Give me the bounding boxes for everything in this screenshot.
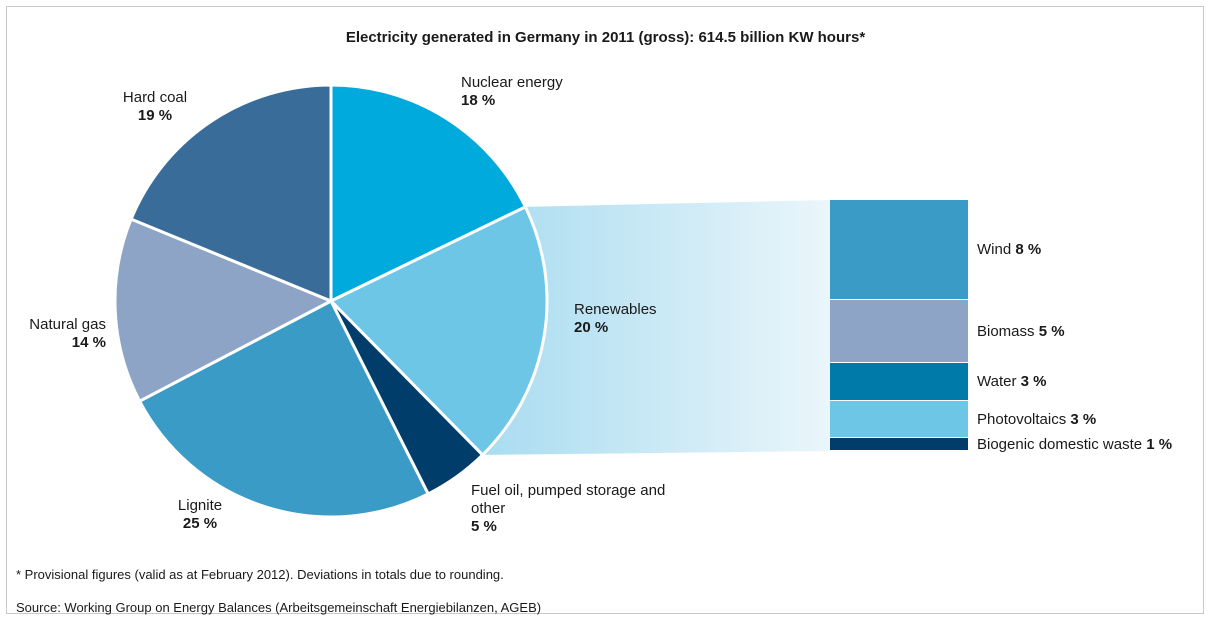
segment-name: Water [977, 372, 1021, 390]
source-note: Source: Working Group on Energy Balances… [16, 600, 542, 615]
slice-name: Hard coal [122, 89, 188, 106]
footnote: * Provisional figures (valid as at Febru… [16, 567, 504, 582]
segment-name: Biogenic domestic waste [977, 435, 1147, 453]
slice-label-natural-gas: Natural gas 14 % [6, 316, 106, 352]
slice-label-nuclear: Nuclear energy 18 % [461, 74, 563, 110]
segment-name: Photovoltaics [977, 410, 1071, 428]
segment-name: Biomass [977, 322, 1039, 340]
breakdown-label-photovoltaics: Photovoltaics 3 % [977, 411, 1096, 429]
slice-name: Fuel oil, pumped storage and other [471, 482, 666, 517]
slice-name: Natural gas [29, 316, 106, 333]
slice-name: Renewables [574, 301, 657, 318]
slice-label-renewables: Renewables 20 % [574, 301, 657, 337]
segment-name: Wind [977, 241, 1016, 259]
segment-percent: 5 % [1038, 322, 1065, 340]
slice-name: Lignite [177, 497, 223, 514]
breakdown-segment-biogenic-waste [830, 438, 968, 450]
pie-slice-natural-gas [113, 217, 335, 404]
slice-label-hard-coal: Hard coal 19 % [110, 89, 200, 125]
segment-percent: 3 % [1020, 372, 1047, 390]
chart-frame [6, 6, 1204, 614]
chart-title: Electricity generated in Germany in 2011… [345, 29, 866, 46]
segment-percent: 3 % [1070, 410, 1097, 428]
slice-percent: 25 % [182, 515, 218, 532]
slice-percent: 19 % [137, 107, 173, 124]
breakdown-label-biomass: Biomass 5 % [977, 323, 1065, 341]
breakdown-segment-wind [830, 200, 968, 300]
slice-percent: 14 % [71, 334, 106, 351]
breakdown-label-biogenic-waste: Biogenic domestic waste 1 % [977, 436, 1172, 454]
pie-slice-renewables [328, 204, 549, 458]
breakdown-label-wind: Wind 8 % [977, 241, 1041, 259]
pie-slice-nuclear [329, 83, 528, 304]
breakdown-segment-photovoltaics [830, 400, 968, 438]
slice-name: Nuclear energy [461, 74, 563, 91]
pie-slice-lignite [137, 298, 431, 519]
slice-percent: 18 % [461, 92, 496, 109]
breakdown-label-water: Water 3 % [977, 373, 1046, 391]
slice-label-lignite: Lignite 25 % [170, 497, 230, 533]
slice-percent: 20 % [574, 319, 609, 336]
renewables-connector [482, 200, 830, 455]
breakdown-segment-water [830, 363, 968, 400]
renewables-breakdown-bar [830, 200, 968, 451]
segment-percent: 8 % [1015, 241, 1042, 259]
slice-percent: 5 % [471, 518, 497, 535]
segment-percent: 1 % [1146, 435, 1173, 453]
slice-label-fuel-oil: Fuel oil, pumped storage and other 5 % [471, 482, 691, 536]
breakdown-segment-biomass [830, 300, 968, 363]
pie-slice-hard-coal [129, 83, 333, 304]
